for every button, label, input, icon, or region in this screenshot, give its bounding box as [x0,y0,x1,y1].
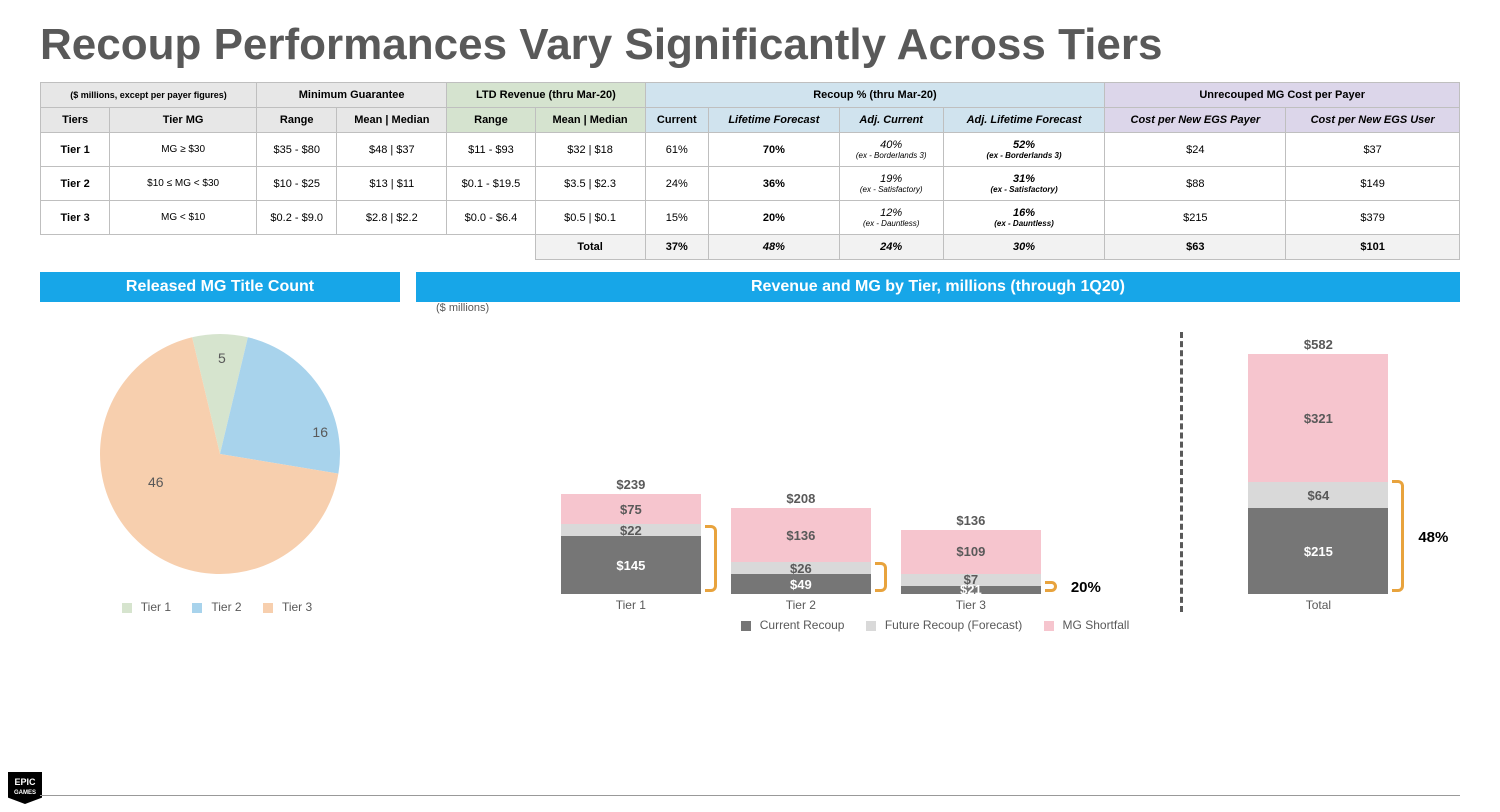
col-cost-user: Cost per New EGS User [1286,108,1460,133]
seg-current: $145 [561,536,701,594]
bar-stack: $145 $22 $75 [561,494,701,594]
col-tier-mg: Tier MG [110,108,257,133]
bracket-shape [875,562,887,592]
recoup-table: ($ millions, except per payer figures) M… [40,82,1460,260]
bottom-rule [40,795,1460,796]
bar-name: Tier 1 [616,598,646,612]
seg-future: $22 [561,524,701,536]
col-mm1: Mean | Median [337,108,447,133]
bar-group: $208 $49 $26 $136 Tier 236% [731,491,871,612]
bar-group: $136 $21 $7 $109 Tier 320% [901,513,1041,612]
legend-future: Future Recoup (Forecast) [885,618,1022,632]
bar-total-label: $239 [616,477,645,492]
table-row: Tier 3 MG < $10 $0.2 - $9.0 $2.8 | $2.2 … [41,201,1460,235]
bracket-label: 20% [1071,579,1101,596]
legend-current: Current Recoup [760,618,845,632]
bar-divider [1180,332,1183,612]
pie-chart: 5 16 46 [80,314,360,594]
seg-shortfall: $136 [731,508,871,562]
col-range1: Range [257,108,337,133]
total-cost-user: $101 [1286,235,1460,260]
bar-total-label: $136 [956,513,985,528]
total-cost-payer: $63 [1105,235,1286,260]
bar-legend: Current Recoup Future Recoup (Forecast) … [416,618,1460,632]
bar-title: Revenue and MG by Tier, millions (throug… [416,272,1460,302]
pie-legend: Tier 1 Tier 2 Tier 3 [40,600,400,614]
pie-chart-box: Released MG Title Count 5 16 46 Tier 1 T… [40,272,400,632]
epic-logo: EPICGAMES [8,772,42,804]
hdr-unrecouped: Unrecouped MG Cost per Payer [1105,83,1460,108]
bracket-label: 48% [1418,529,1448,546]
table-row: Tier 2 $10 ≤ MG < $30 $10 - $25 $13 | $1… [41,167,1460,201]
seg-current: $215 [1248,508,1388,594]
bracket-shape [1392,480,1404,592]
total-adj-lifetime: 30% [943,235,1105,260]
total-current: 37% [645,235,709,260]
total-label: Total [535,235,645,260]
bracket-shape [1045,581,1057,592]
legend-t2: Tier 2 [211,600,241,614]
bar-group: $582 $215 $64 $321 Total48% [1248,337,1388,612]
total-adj-current: 24% [839,235,943,260]
bar-group: $239 $145 $22 $75 Tier 170% [561,477,701,612]
legend-shortfall: MG Shortfall [1063,618,1130,632]
table-note: ($ millions, except per payer figures) [41,83,257,108]
pie-title: Released MG Title Count [40,272,400,302]
page-title: Recoup Performances Vary Significantly A… [40,20,1460,70]
bars-area: ($ millions) $239 $145 $22 $75 Tier 170%… [416,302,1460,612]
seg-shortfall: $75 [561,494,701,524]
hdr-ltd: LTD Revenue (thru Mar-20) [447,83,645,108]
col-range2: Range [447,108,535,133]
col-adj-lifetime: Adj. Lifetime Forecast [943,108,1105,133]
bar-total-label: $208 [786,491,815,506]
col-cost-payer: Cost per New EGS Payer [1105,108,1286,133]
bar-stack: $49 $26 $136 [731,508,871,594]
bar-name: Tier 3 [956,598,986,612]
total-lifetime: 48% [709,235,840,260]
total-row: Total 37% 48% 24% 30% $63 $101 [41,235,1460,260]
legend-t1: Tier 1 [141,600,171,614]
col-current: Current [645,108,709,133]
pie-label-t2: 16 [312,424,328,440]
hdr-recoup: Recoup % (thru Mar-20) [645,83,1105,108]
pie-label-t3: 46 [148,474,164,490]
pie-label-t1: 5 [218,350,226,366]
hdr-mg: Minimum Guarantee [257,83,447,108]
seg-current: $21 [901,586,1041,594]
seg-shortfall: $109 [901,530,1041,574]
bar-name: Tier 2 [786,598,816,612]
seg-future: $64 [1248,482,1388,508]
bar-chart-box: Revenue and MG by Tier, millions (throug… [416,272,1460,632]
bar-name: Total [1306,598,1331,612]
seg-future: $26 [731,562,871,574]
legend-t3: Tier 3 [282,600,312,614]
col-mm2: Mean | Median [535,108,645,133]
charts-row: Released MG Title Count 5 16 46 Tier 1 T… [40,272,1460,632]
col-adj-current: Adj. Current [839,108,943,133]
bar-stack: $21 $7 $109 [901,530,1041,594]
seg-shortfall: $321 [1248,354,1388,482]
seg-current: $49 [731,574,871,594]
bar-total-label: $582 [1304,337,1333,352]
col-lifetime: Lifetime Forecast [709,108,840,133]
table-row: Tier 1 MG ≥ $30 $35 - $80 $48 | $37 $11 … [41,133,1460,167]
bracket-shape [705,525,717,592]
bar-stack: $215 $64 $321 [1248,354,1388,594]
col-tiers: Tiers [41,108,110,133]
